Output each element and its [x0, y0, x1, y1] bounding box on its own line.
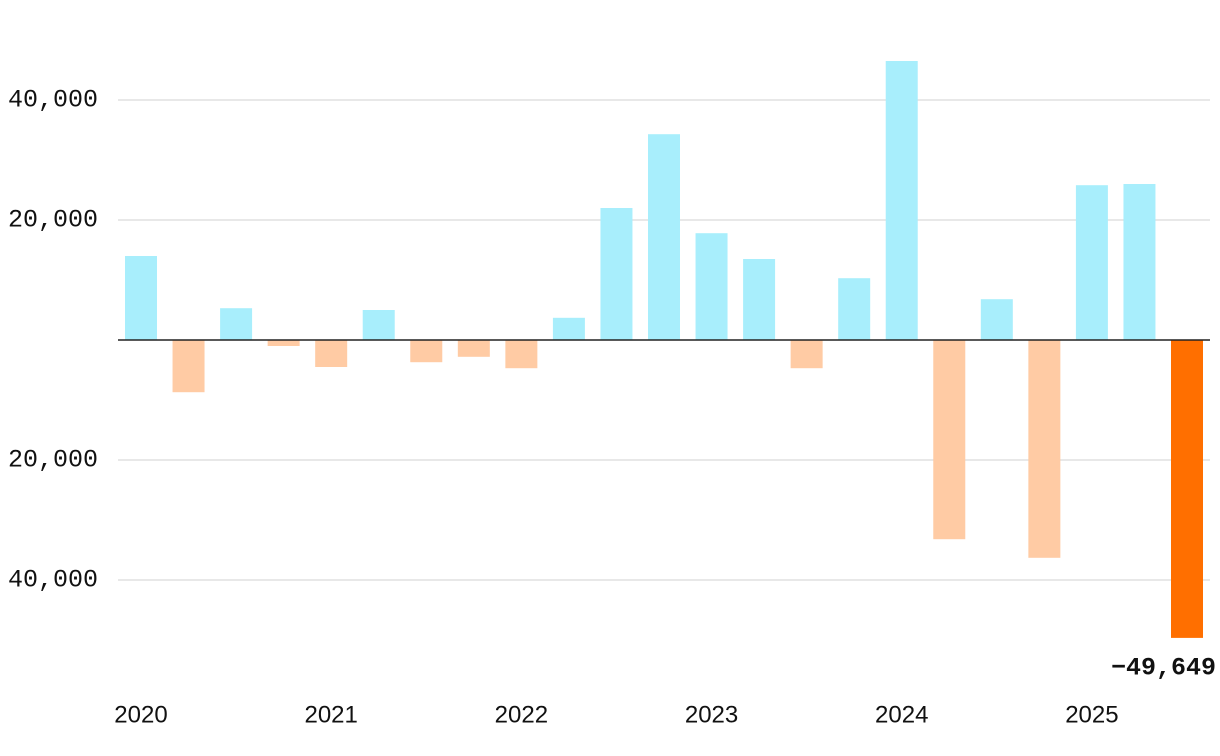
x-tick-label: 2022	[495, 701, 548, 728]
bar	[885, 61, 918, 340]
bar	[790, 340, 823, 369]
value-label: −49,649	[1111, 654, 1216, 683]
bar	[838, 278, 871, 340]
y-tick-label: 40,000	[8, 566, 98, 595]
bar	[125, 256, 157, 340]
bar	[600, 208, 633, 340]
bar	[457, 340, 490, 357]
y-tick-label: 40,000	[8, 86, 98, 115]
bar	[315, 340, 348, 367]
bar	[980, 299, 1013, 340]
bar	[1075, 185, 1108, 340]
x-tick-label: 2021	[304, 701, 357, 728]
bar	[1171, 340, 1203, 638]
x-tick-label: 2020	[114, 701, 167, 728]
y-tick-label: 20,000	[8, 206, 98, 235]
bar	[695, 233, 728, 340]
bar	[648, 134, 680, 340]
x-tick-label: 2024	[875, 701, 928, 728]
bar	[172, 340, 205, 393]
bar	[743, 259, 776, 340]
bar	[1028, 340, 1061, 558]
bar	[267, 340, 300, 346]
bar	[220, 308, 253, 340]
x-tick-label: 2025	[1065, 701, 1118, 728]
bar	[1123, 184, 1156, 340]
bar	[505, 340, 538, 369]
y-tick-label: 20,000	[8, 446, 98, 475]
bar	[410, 340, 443, 363]
bar	[552, 317, 585, 340]
bar	[933, 340, 966, 540]
bar	[362, 310, 395, 340]
x-tick-label: 2023	[685, 701, 738, 728]
